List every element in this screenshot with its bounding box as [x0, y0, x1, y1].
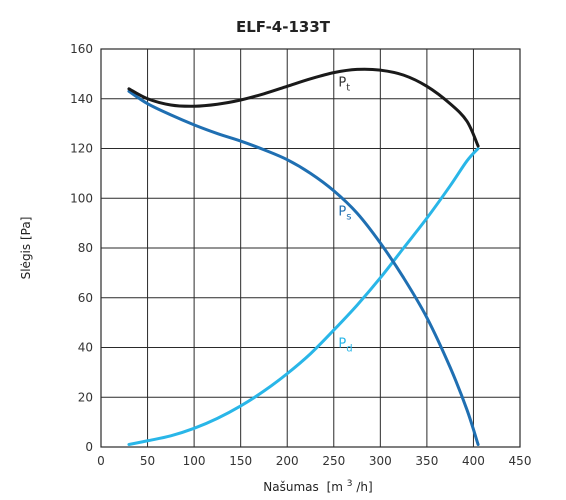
y-tick-labels: 0 20 40 60 80 100 120 140 160: [70, 42, 93, 454]
x-tick-label: 50: [140, 454, 155, 468]
x-tick-label: 150: [229, 454, 252, 468]
y-tick-label: 160: [70, 42, 93, 56]
y-tick-label: 20: [78, 390, 93, 404]
series-labels: Pt Ps Pd: [338, 75, 352, 354]
plot-frame: [100, 48, 521, 448]
y-tick-label: 0: [85, 440, 93, 454]
x-axis-label: Našumas [m 3 /h]: [263, 475, 372, 494]
x-tick-label: 250: [322, 454, 345, 468]
series-group: [127, 67, 480, 447]
y-tick-label: 80: [78, 241, 93, 255]
x-axis-label-main: Našumas: [263, 480, 318, 494]
series-label-pt: Pt: [338, 75, 350, 93]
series-label-ps: Ps: [338, 205, 351, 223]
x-tick-labels: 0 50 100 150 200 250 300 350 400 450: [97, 454, 531, 468]
chart-title: ELF-4-133T: [236, 18, 331, 36]
x-axis-label-unit-sup: 3: [347, 479, 353, 489]
y-tick-label: 140: [70, 92, 93, 106]
y-axis-label-main: Slėgis: [19, 244, 33, 280]
series-label-pd: Pd: [338, 337, 352, 355]
x-tick-label: 350: [415, 454, 438, 468]
x-tick-label: 400: [462, 454, 485, 468]
y-tick-label: 60: [78, 291, 93, 305]
x-tick-label: 450: [509, 454, 532, 468]
x-tick-label: 300: [369, 454, 392, 468]
x-tick-label: 0: [97, 454, 105, 468]
y-tick-label: 100: [70, 191, 93, 205]
grid: [100, 48, 521, 448]
x-tick-label: 100: [183, 454, 206, 468]
series-line-pd: [127, 147, 480, 447]
y-tick-label: 40: [78, 341, 93, 355]
y-axis-label: Slėgis [Pa]: [19, 217, 33, 280]
x-axis-label-unit-open: [m: [327, 480, 343, 494]
series-line-ps: [127, 89, 480, 447]
x-tick-label: 200: [276, 454, 299, 468]
y-axis-label-unit: [Pa]: [19, 217, 33, 240]
series-line-pt: [127, 67, 480, 148]
y-tick-label: 120: [70, 142, 93, 156]
x-axis-label-unit-close: /h]: [356, 480, 372, 494]
